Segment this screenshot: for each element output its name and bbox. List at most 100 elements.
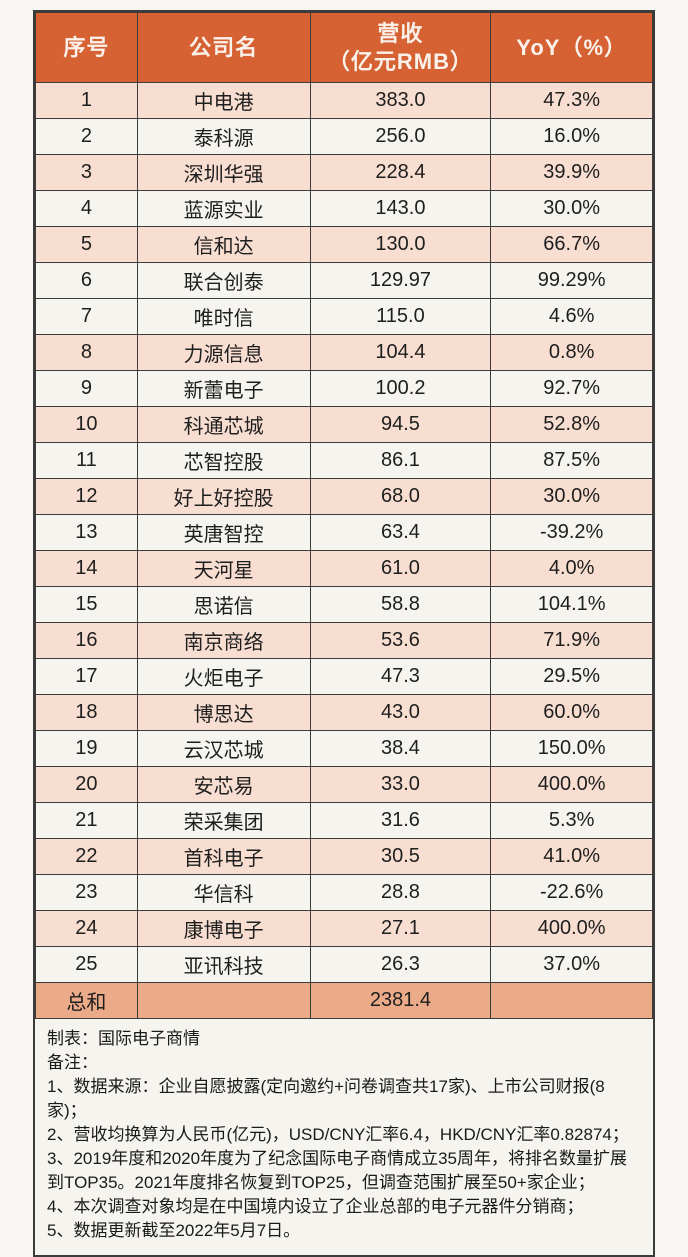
company-cell: 英唐智控	[136, 514, 311, 551]
note-line-2: 2、营收均换算为人民币(亿元)，USD/CNY汇率6.4，HKD/CNY汇率0.…	[47, 1125, 629, 1144]
company-cell: 信和达	[136, 226, 311, 263]
remark-label: 备注：	[47, 1053, 98, 1072]
total-row: 总和 2381.4	[35, 982, 653, 1019]
col-header-company: 公司名	[136, 12, 311, 83]
table-row: 1 中电港 383.0 47.3%	[35, 82, 653, 119]
rank-cell: 17	[35, 658, 138, 695]
yoy-cell: 87.5%	[490, 442, 653, 479]
revenue-cell: 383.0	[309, 82, 492, 119]
yoy-cell: 29.5%	[490, 658, 653, 695]
note-line-1: 1、数据来源：企业自愿披露(定向邀约+问卷调查共17家)、上市公司财报(8家)；	[47, 1077, 605, 1120]
table-row: 11 芯智控股 86.1 87.5%	[35, 442, 653, 479]
rank-cell: 16	[35, 622, 138, 659]
revenue-cell: 43.0	[309, 694, 492, 731]
revenue-cell: 53.6	[309, 622, 492, 659]
table-row: 20 安芯易 33.0 400.0%	[35, 766, 653, 803]
table-row: 14 天河星 61.0 4.0%	[35, 550, 653, 587]
table-row: 23 华信科 28.8 -22.6%	[35, 874, 653, 911]
yoy-cell: 39.9%	[490, 154, 653, 191]
rank-cell: 7	[35, 298, 138, 335]
revenue-cell: 104.4	[309, 334, 492, 371]
revenue-cell: 58.8	[309, 586, 492, 623]
yoy-cell: 37.0%	[490, 946, 653, 983]
yoy-cell: 66.7%	[490, 226, 653, 263]
table-row: 21 荣采集团 31.6 5.3%	[35, 802, 653, 839]
rank-cell: 13	[35, 514, 138, 551]
company-cell: 芯智控股	[136, 442, 311, 479]
revenue-cell: 27.1	[309, 910, 492, 947]
rank-cell: 11	[35, 442, 138, 479]
col-header-yoy: YoY（%）	[490, 12, 653, 83]
revenue-cell: 256.0	[309, 118, 492, 155]
company-cell: 首科电子	[136, 838, 311, 875]
table-row: 7 唯时信 115.0 4.6%	[35, 298, 653, 335]
company-cell: 华信科	[136, 874, 311, 911]
rank-cell: 20	[35, 766, 138, 803]
table-row: 17 火炬电子 47.3 29.5%	[35, 658, 653, 695]
table-body: 1 中电港 383.0 47.3% 2 泰科源 256.0 16.0% 3 深圳华强 228.4 39…	[35, 82, 653, 983]
rank-cell: 21	[35, 802, 138, 839]
company-cell: 深圳华强	[136, 154, 311, 191]
footnotes: 制表：国际电子商情 备注： 1、数据来源：企业自愿披露(定向邀约+问卷调查共17…	[35, 1019, 653, 1255]
revenue-cell: 61.0	[309, 550, 492, 587]
rank-cell: 2	[35, 118, 138, 155]
company-cell: 天河星	[136, 550, 311, 587]
rank-cell: 19	[35, 730, 138, 767]
company-cell: 荣采集团	[136, 802, 311, 839]
yoy-cell: -39.2%	[490, 514, 653, 551]
company-cell: 康博电子	[136, 910, 311, 947]
yoy-cell: 4.0%	[490, 550, 653, 587]
yoy-cell: 52.8%	[490, 406, 653, 443]
yoy-cell: 400.0%	[490, 910, 653, 947]
revenue-cell: 38.4	[309, 730, 492, 767]
total-revenue-cell: 2381.4	[309, 982, 492, 1019]
rank-cell: 25	[35, 946, 138, 983]
rank-cell: 18	[35, 694, 138, 731]
yoy-cell: 4.6%	[490, 298, 653, 335]
revenue-cell: 143.0	[309, 190, 492, 227]
yoy-cell: 400.0%	[490, 766, 653, 803]
yoy-cell: 104.1%	[490, 586, 653, 623]
table-row: 12 好上好控股 68.0 30.0%	[35, 478, 653, 515]
yoy-cell: 92.7%	[490, 370, 653, 407]
company-cell: 力源信息	[136, 334, 311, 371]
company-cell: 好上好控股	[136, 478, 311, 515]
revenue-cell: 129.97	[309, 262, 492, 299]
note-line-4: 4、本次调查对象均是在中国境内设立了企业总部的电子元器件分销商；	[47, 1197, 584, 1216]
table-row: 24 康博电子 27.1 400.0%	[35, 910, 653, 947]
revenue-cell: 130.0	[309, 226, 492, 263]
company-cell: 云汉芯城	[136, 730, 311, 767]
yoy-cell: 0.8%	[490, 334, 653, 371]
company-cell: 博思达	[136, 694, 311, 731]
table-row: 8 力源信息 104.4 0.8%	[35, 334, 653, 371]
company-cell: 南京商络	[136, 622, 311, 659]
col-header-rank: 序号	[35, 12, 138, 83]
total-label-cell: 总和	[35, 982, 138, 1019]
table-credit: 制表：国际电子商情	[47, 1029, 200, 1048]
revenue-cell: 30.5	[309, 838, 492, 875]
revenue-cell: 33.0	[309, 766, 492, 803]
rank-cell: 9	[35, 370, 138, 407]
revenue-cell: 86.1	[309, 442, 492, 479]
company-cell: 安芯易	[136, 766, 311, 803]
rank-cell: 3	[35, 154, 138, 191]
total-company-cell	[136, 982, 311, 1019]
table-row: 3 深圳华强 228.4 39.9%	[35, 154, 653, 191]
table-row: 9 新蕾电子 100.2 92.7%	[35, 370, 653, 407]
rank-cell: 24	[35, 910, 138, 947]
revenue-cell: 31.6	[309, 802, 492, 839]
company-cell: 唯时信	[136, 298, 311, 335]
rank-cell: 10	[35, 406, 138, 443]
company-cell: 火炬电子	[136, 658, 311, 695]
company-cell: 新蕾电子	[136, 370, 311, 407]
header-row: 序号 公司名 营收 （亿元RMB） YoY（%）	[35, 12, 653, 83]
yoy-cell: 5.3%	[490, 802, 653, 839]
yoy-cell: 47.3%	[490, 82, 653, 119]
revenue-cell: 115.0	[309, 298, 492, 335]
table-row: 4 蓝源实业 143.0 30.0%	[35, 190, 653, 227]
rank-cell: 14	[35, 550, 138, 587]
revenue-cell: 100.2	[309, 370, 492, 407]
yoy-cell: 60.0%	[490, 694, 653, 731]
rank-cell: 23	[35, 874, 138, 911]
ranking-table-card: 序号 公司名 营收 （亿元RMB） YoY（%） 1 中电港 383.0 47.3% 2…	[33, 10, 655, 1257]
